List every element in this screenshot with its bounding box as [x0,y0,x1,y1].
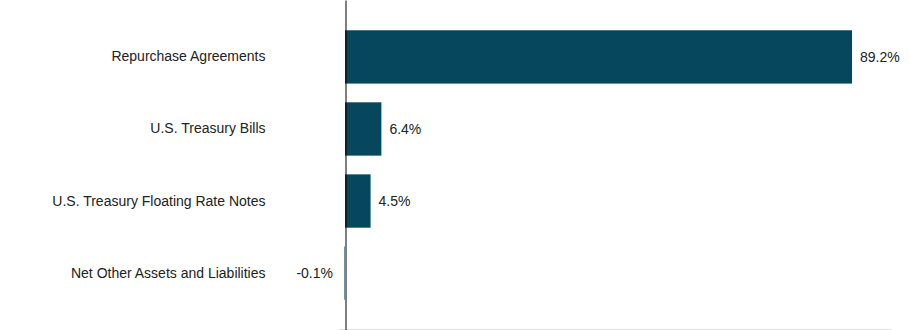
y-tick: U.S. Treasury Floating Rate Notes [52,193,265,209]
y-tick: Repurchase Agreements [111,48,265,64]
bar [345,30,852,83]
data-labels: 89.2% 6.4% 4.5% -0.1% [296,49,899,281]
bars [344,30,852,299]
category-label: U.S. Treasury Bills [150,120,265,136]
data-label: 6.4% [389,121,421,137]
y-tick: Net Other Assets and Liabilities [71,265,266,281]
y-axis-line [346,1,347,330]
bar [345,102,381,155]
bar [344,246,346,299]
data-label: 4.5% [379,193,411,209]
y-tick: U.S. Treasury Bills [150,120,265,136]
category-label: Net Other Assets and Liabilities [71,265,266,281]
data-label: 89.2% [860,49,900,65]
y-axis: Repurchase Agreements U.S. Treasury Bills… [52,1,346,330]
data-label: -0.1% [296,265,333,281]
chart: Repurchase Agreements U.S. Treasury Bills… [0,0,910,330]
category-label: U.S. Treasury Floating Rate Notes [52,193,265,209]
bar [345,174,371,227]
category-label: Repurchase Agreements [111,48,265,64]
